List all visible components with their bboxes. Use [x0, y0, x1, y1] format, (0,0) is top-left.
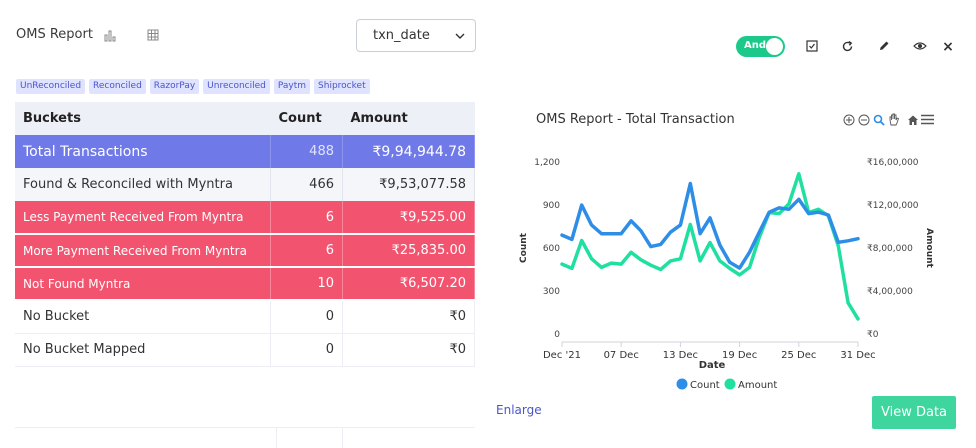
toggle-knob — [766, 38, 783, 55]
bucket-count: 10 — [270, 267, 343, 301]
bucket-amount: ₹25,835.00 — [342, 234, 475, 268]
x-tick-label: 13 Dec — [663, 350, 698, 361]
legend-label: Amount — [738, 380, 777, 391]
table-row[interactable]: Total Transactions 488 ₹9,94,944.78 — [15, 135, 475, 168]
bucket-amount: ₹6,507.20 — [342, 267, 475, 301]
bucket-amount: ₹9,53,077.58 — [342, 168, 475, 201]
bucket-count: 0 — [270, 333, 343, 367]
bar-chart-icon[interactable] — [103, 29, 117, 43]
y2-axis-title: Amount — [924, 228, 934, 268]
chart-toolbar — [842, 113, 934, 126]
table-row[interactable]: Not Found Myntra 10 ₹6,507.20 — [15, 267, 475, 301]
bucket-name: Not Found Myntra — [15, 267, 271, 301]
table-row[interactable]: Found & Reconciled with Myntra 466 ₹9,53… — [15, 168, 475, 201]
y-tick-label: 0 — [554, 330, 560, 340]
bucket-amount: ₹0 — [342, 300, 475, 334]
filter-tag[interactable]: Unreconciled — [203, 79, 270, 94]
table-divider — [342, 427, 343, 448]
bucket-name: Found & Reconciled with Myntra — [15, 168, 271, 201]
toggle-label: And — [744, 40, 767, 51]
filter-tag[interactable]: Paytm — [273, 79, 311, 94]
checkbox-icon[interactable] — [805, 39, 819, 53]
y-tick-label: 1,200 — [534, 158, 560, 168]
column-header-amount[interactable]: Amount — [342, 102, 475, 135]
legend-label: Count — [690, 380, 720, 391]
bucket-count: 0 — [270, 300, 343, 334]
refresh-icon[interactable] — [840, 39, 854, 53]
bucket-count: 6 — [270, 234, 343, 268]
bucket-name: Total Transactions — [15, 135, 271, 168]
x-tick-label: 07 Dec — [604, 350, 639, 361]
bucket-amount: ₹9,94,944.78 — [342, 135, 475, 168]
bucket-name: More Payment Received From Myntra — [15, 234, 271, 268]
menu-icon[interactable] — [921, 113, 934, 126]
y2-tick-label: ₹12,00,000 — [867, 201, 919, 211]
table-divider — [276, 427, 277, 448]
y2-tick-label: ₹8,00,000 — [867, 244, 913, 254]
date-field-select-value: txn_date — [373, 28, 430, 43]
column-header-buckets[interactable]: Buckets — [15, 102, 271, 135]
legend-marker-count — [676, 378, 688, 390]
date-field-select[interactable]: txn_date — [356, 19, 476, 52]
bucket-name: No Bucket — [15, 300, 271, 334]
x-tick-label: Dec '21 — [543, 350, 581, 361]
grid-table-icon[interactable] — [146, 28, 160, 42]
filter-tag[interactable]: Shiprocket — [314, 79, 370, 94]
filter-tag[interactable]: RazorPay — [149, 79, 200, 94]
y2-tick-label: ₹4,00,000 — [867, 287, 913, 297]
series-line-amount — [560, 172, 860, 321]
zoom-out-icon[interactable] — [857, 113, 870, 126]
y-axis-title: Count — [519, 232, 529, 263]
chevron-down-icon — [455, 28, 465, 43]
buckets-table: Buckets Count Amount Total Transactions … — [15, 102, 475, 367]
table-row[interactable]: More Payment Received From Myntra 6 ₹25,… — [15, 234, 475, 268]
table-header-row: Buckets Count Amount — [15, 102, 475, 135]
y2-tick-label: ₹16,00,000 — [867, 158, 919, 168]
bucket-amount: ₹0 — [342, 333, 475, 367]
x-tick-label: 25 Dec — [781, 350, 816, 361]
and-or-toggle[interactable]: And — [736, 36, 785, 57]
bucket-name: Less Payment Received From Myntra — [15, 201, 271, 235]
bucket-amount: ₹9,525.00 — [342, 201, 475, 235]
zoom-in-icon[interactable] — [842, 113, 855, 126]
pencil-icon[interactable] — [877, 39, 891, 53]
bucket-name: No Bucket Mapped — [15, 333, 271, 367]
chart-title: OMS Report - Total Transaction — [536, 112, 735, 127]
table-row[interactable]: No Bucket Mapped 0 ₹0 — [15, 333, 475, 367]
bucket-count: 488 — [270, 135, 343, 168]
filter-tag[interactable]: Reconciled — [89, 79, 146, 94]
filter-tag[interactable]: UnReconciled — [16, 79, 86, 94]
filter-tags: UnReconciled Reconciled RazorPay Unrecon… — [16, 79, 370, 94]
y-tick-label: 900 — [543, 201, 560, 211]
y-tick-label: 300 — [543, 287, 560, 297]
close-icon[interactable]: × — [942, 39, 954, 55]
report-title: OMS Report — [16, 27, 93, 42]
y2-tick-label: ₹0 — [867, 330, 879, 340]
column-header-count[interactable]: Count — [270, 102, 343, 135]
view-data-button[interactable]: View Data — [872, 396, 956, 429]
series-line-count — [560, 181, 860, 270]
eye-icon[interactable] — [912, 39, 928, 53]
legend-marker-amount — [724, 378, 736, 390]
table-row[interactable]: No Bucket 0 ₹0 — [15, 300, 475, 334]
bucket-count: 466 — [270, 168, 343, 201]
pan-hand-icon[interactable] — [887, 113, 900, 126]
x-tick-label: 19 Dec — [722, 350, 757, 361]
home-icon[interactable] — [906, 113, 919, 126]
table-divider — [15, 427, 475, 428]
enlarge-link[interactable]: Enlarge — [496, 403, 542, 417]
x-axis-title: Date — [699, 360, 726, 371]
magnifier-icon[interactable] — [872, 113, 885, 126]
bucket-count: 6 — [270, 201, 343, 235]
table-row[interactable]: Less Payment Received From Myntra 6 ₹9,5… — [15, 201, 475, 235]
y-tick-label: 600 — [543, 244, 560, 254]
x-tick-label: 31 Dec — [840, 350, 875, 361]
